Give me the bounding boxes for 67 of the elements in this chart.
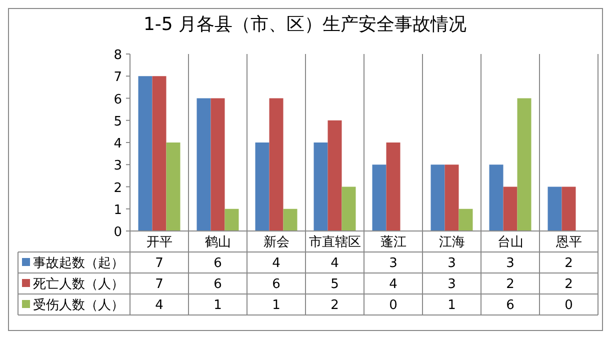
data-label: 2 — [506, 277, 514, 292]
y-tick-label: 3 — [114, 158, 122, 174]
data-label: 3 — [448, 256, 456, 271]
bar — [224, 208, 239, 231]
bar — [458, 208, 473, 231]
bar — [386, 142, 400, 231]
bar — [444, 164, 459, 231]
x-tick-label: 市直辖区 — [308, 235, 361, 250]
data-label: 2 — [330, 298, 339, 313]
data-label: 5 — [330, 277, 339, 292]
y-tick-label: 5 — [114, 114, 122, 130]
bar — [269, 98, 284, 231]
y-tick-label: 8 — [114, 48, 122, 63]
bar — [342, 186, 356, 231]
x-tick-label: 开平 — [146, 235, 172, 250]
data-label: 0 — [564, 298, 573, 313]
x-tick-label: 蓬江 — [380, 235, 406, 250]
data-label: 1 — [272, 298, 280, 313]
data-label: 7 — [155, 256, 164, 271]
bar — [489, 164, 504, 231]
data-label: 6 — [506, 298, 514, 313]
bar — [548, 186, 562, 231]
y-tick-label: 6 — [114, 92, 122, 108]
data-label: 7 — [155, 277, 164, 292]
bar — [138, 76, 152, 231]
data-label: 1 — [448, 298, 456, 313]
data-label: 2 — [564, 277, 573, 292]
y-tick-label: 7 — [114, 70, 122, 86]
legend-label: 受伤人数（人） — [33, 298, 124, 313]
legend-label: 事故起数（起） — [33, 256, 124, 271]
data-label: 4 — [272, 256, 280, 271]
bar — [255, 142, 270, 231]
x-tick-label: 江海 — [438, 235, 465, 250]
chart-title: 1-5 月各县（市、区）生产安全事故情况 — [143, 14, 467, 35]
legend-label: 死亡人数（人） — [33, 276, 124, 292]
y-tick-label: 4 — [114, 136, 122, 152]
y-tick-label: 2 — [114, 180, 122, 196]
data-label: 3 — [389, 256, 398, 271]
bar — [372, 164, 386, 231]
bar — [166, 142, 180, 231]
data-label: 4 — [330, 256, 339, 271]
y-tick-label: 1 — [114, 202, 122, 218]
data-label: 6 — [214, 256, 222, 271]
bar — [562, 186, 576, 231]
bar — [328, 120, 342, 231]
data-label: 6 — [272, 277, 280, 292]
bar — [314, 142, 328, 231]
bar — [503, 186, 518, 231]
data-label: 0 — [389, 298, 398, 313]
data-label: 2 — [564, 256, 573, 271]
x-tick-label: 鹤山 — [204, 235, 231, 250]
data-label: 4 — [155, 298, 164, 313]
data-label: 1 — [214, 298, 222, 313]
y-tick-label: 0 — [114, 225, 122, 240]
bar — [196, 98, 211, 231]
data-label: 3 — [506, 256, 514, 271]
bar — [283, 208, 298, 231]
x-tick-label: 台山 — [497, 235, 524, 250]
data-label: 6 — [214, 277, 222, 292]
data-label: 3 — [448, 277, 456, 292]
bar — [430, 164, 445, 231]
bar — [517, 98, 532, 231]
x-tick-label: 恩平 — [554, 235, 582, 250]
data-label: 4 — [389, 277, 398, 292]
bar — [152, 76, 166, 231]
bar — [210, 98, 225, 231]
x-tick-label: 新会 — [263, 235, 290, 250]
